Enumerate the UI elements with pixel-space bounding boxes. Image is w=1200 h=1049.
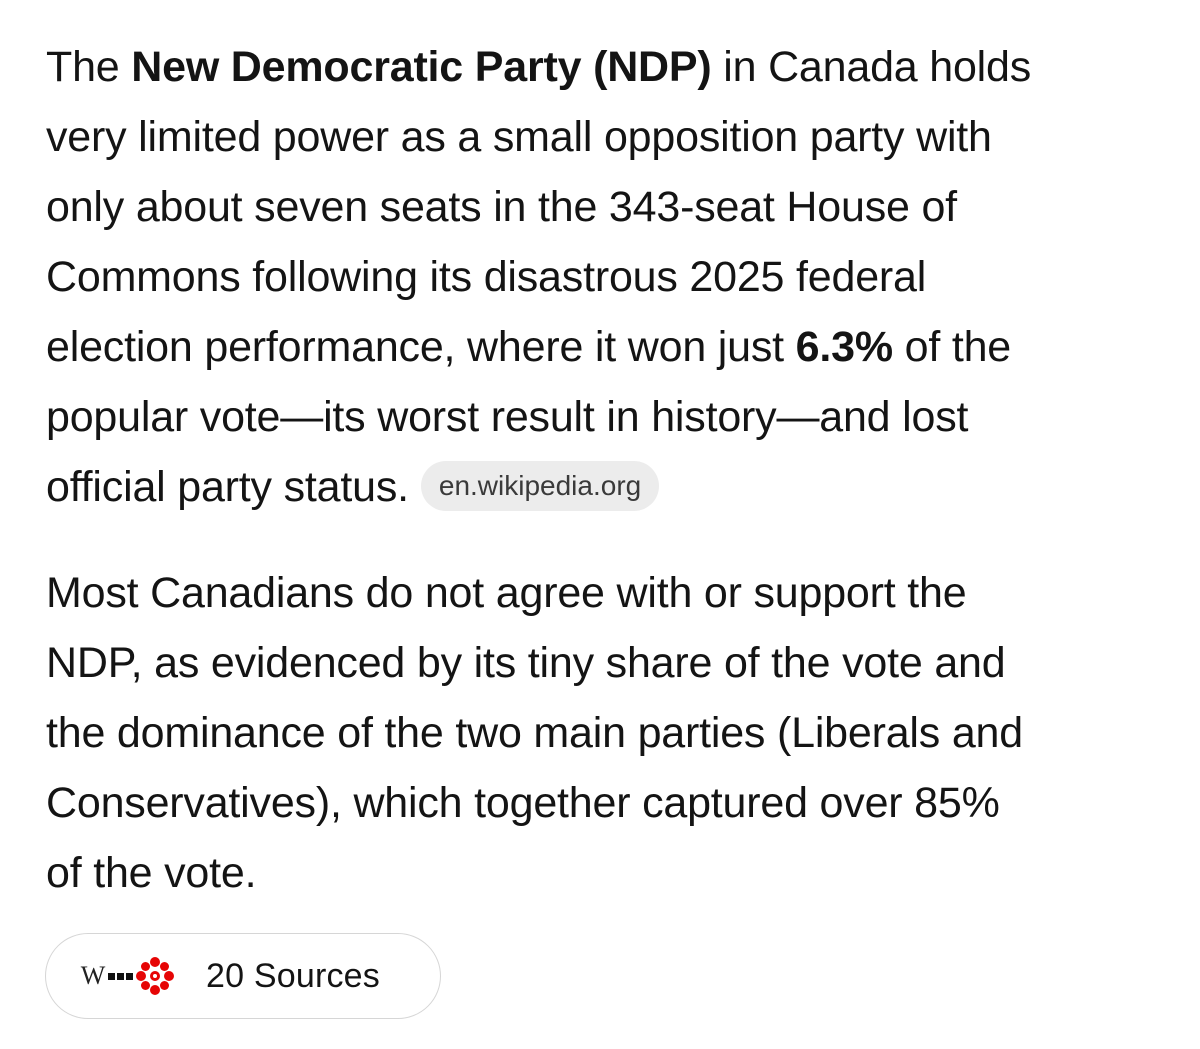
answer-text: The New Democratic Party (NDP) in Canada… xyxy=(46,32,1176,908)
text-line: Commons following its disastrous 2025 fe… xyxy=(46,253,927,301)
text-line: official party status. en.wikipedia.org xyxy=(46,452,1176,522)
text-line: only about seven seats in the 343-seat H… xyxy=(46,183,957,231)
cbc-gem-icon xyxy=(136,957,174,995)
answer-paragraph-2: Most Canadians do not agree with or supp… xyxy=(46,558,1176,908)
bold-text: New Democratic Party (NDP) xyxy=(131,43,712,91)
source-favicons: W xyxy=(80,956,192,996)
text-run: of the xyxy=(892,323,1012,371)
text-run: The xyxy=(46,43,132,91)
text-line: The New Democratic Party (NDP) in Canada… xyxy=(46,32,1176,102)
text-line: NDP, as evidenced by its tiny share of t… xyxy=(46,639,1006,687)
text-run: official party status. xyxy=(46,463,409,511)
citation-chip[interactable]: en.wikipedia.org xyxy=(420,461,660,511)
text-line: popular vote—its worst result in history… xyxy=(46,393,969,441)
text-line: Conservatives), which together captured … xyxy=(46,779,1000,827)
text-run: election performance, where it won just xyxy=(46,323,796,371)
wikipedia-icon: W xyxy=(80,961,106,990)
sources-button[interactable]: W 20 Sources xyxy=(45,933,441,1019)
text-line: the dominance of the two main parties (L… xyxy=(46,709,1023,757)
text-line: election performance, where it won just … xyxy=(46,312,1176,382)
text-line: of the vote. xyxy=(46,849,257,897)
text-line: Most Canadians do not agree with or supp… xyxy=(46,569,967,617)
blocks-icon xyxy=(108,972,133,980)
text-line: very limited power as a small opposition… xyxy=(46,113,992,161)
sources-count-label: 20 Sources xyxy=(206,956,380,995)
bold-text: 6.3% xyxy=(795,323,893,371)
answer-paragraph-1: The New Democratic Party (NDP) in Canada… xyxy=(46,32,1176,522)
text-run: in Canada holds xyxy=(711,43,1032,91)
